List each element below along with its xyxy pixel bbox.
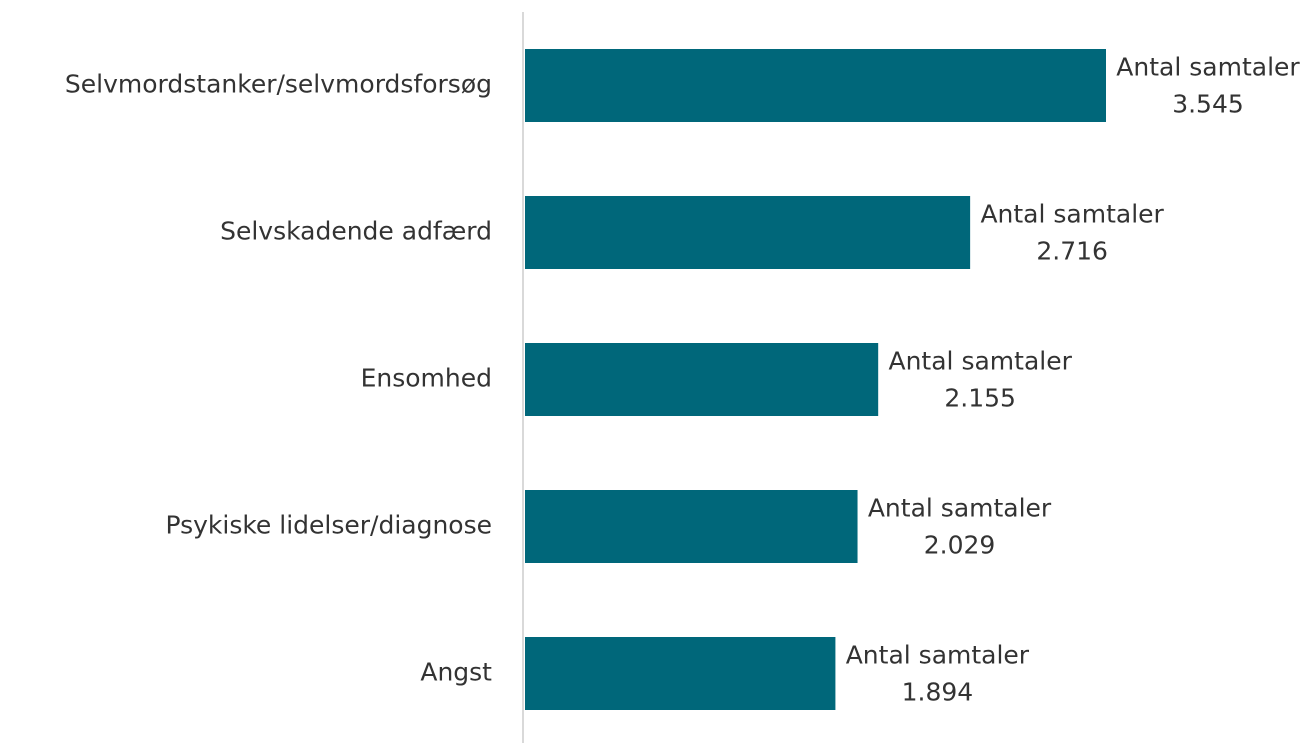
data-label-name: Antal samtaler <box>1116 53 1300 82</box>
bar <box>525 49 1106 122</box>
data-label: 2.155 <box>944 384 1016 413</box>
y-tick-label: Selvskadende adfærd <box>220 217 492 246</box>
data-label-name: Antal samtaler <box>980 200 1164 229</box>
data-label: 3.545 <box>1172 90 1244 119</box>
bar <box>525 490 858 563</box>
data-label-name: Antal samtaler <box>868 494 1052 523</box>
y-tick-label: Psykiske lidelser/diagnose <box>165 511 492 540</box>
y-tick-label: Ensomhed <box>361 364 492 393</box>
bar <box>525 196 971 269</box>
y-tick-label: Selvmordstanker/selvmordsforsøg <box>65 70 492 99</box>
data-label-name: Antal samtaler <box>846 641 1030 670</box>
data-label: 2.716 <box>1036 237 1108 266</box>
y-tick-label: Angst <box>420 658 492 687</box>
bar <box>525 637 836 710</box>
data-label: 2.029 <box>924 531 996 560</box>
bar <box>525 343 879 416</box>
data-label: 1.894 <box>902 678 974 707</box>
data-label-name: Antal samtaler <box>888 347 1072 376</box>
